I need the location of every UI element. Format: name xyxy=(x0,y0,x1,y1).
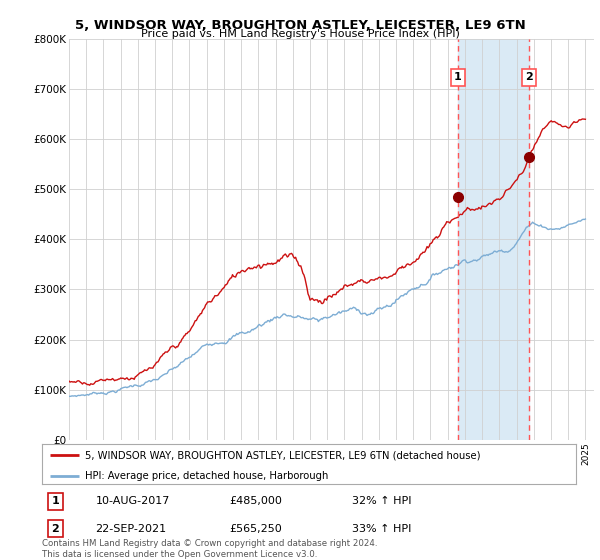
Text: 10-AUG-2017: 10-AUG-2017 xyxy=(95,496,170,506)
Text: £485,000: £485,000 xyxy=(229,496,282,506)
Text: 33% ↑ HPI: 33% ↑ HPI xyxy=(352,524,411,534)
Text: Contains HM Land Registry data © Crown copyright and database right 2024.
This d: Contains HM Land Registry data © Crown c… xyxy=(42,539,377,559)
Text: 1: 1 xyxy=(52,496,59,506)
Text: 5, WINDSOR WAY, BROUGHTON ASTLEY, LEICESTER, LE9 6TN: 5, WINDSOR WAY, BROUGHTON ASTLEY, LEICES… xyxy=(74,19,526,32)
Text: £565,250: £565,250 xyxy=(229,524,281,534)
Text: HPI: Average price, detached house, Harborough: HPI: Average price, detached house, Harb… xyxy=(85,470,328,480)
Text: 32% ↑ HPI: 32% ↑ HPI xyxy=(352,496,411,506)
Text: Price paid vs. HM Land Registry's House Price Index (HPI): Price paid vs. HM Land Registry's House … xyxy=(140,29,460,39)
Text: 22-SEP-2021: 22-SEP-2021 xyxy=(95,524,167,534)
Text: 1: 1 xyxy=(454,72,462,82)
Text: 2: 2 xyxy=(525,72,533,82)
Text: 5, WINDSOR WAY, BROUGHTON ASTLEY, LEICESTER, LE9 6TN (detached house): 5, WINDSOR WAY, BROUGHTON ASTLEY, LEICES… xyxy=(85,450,480,460)
Bar xyxy=(458,39,529,440)
Text: 2: 2 xyxy=(52,524,59,534)
